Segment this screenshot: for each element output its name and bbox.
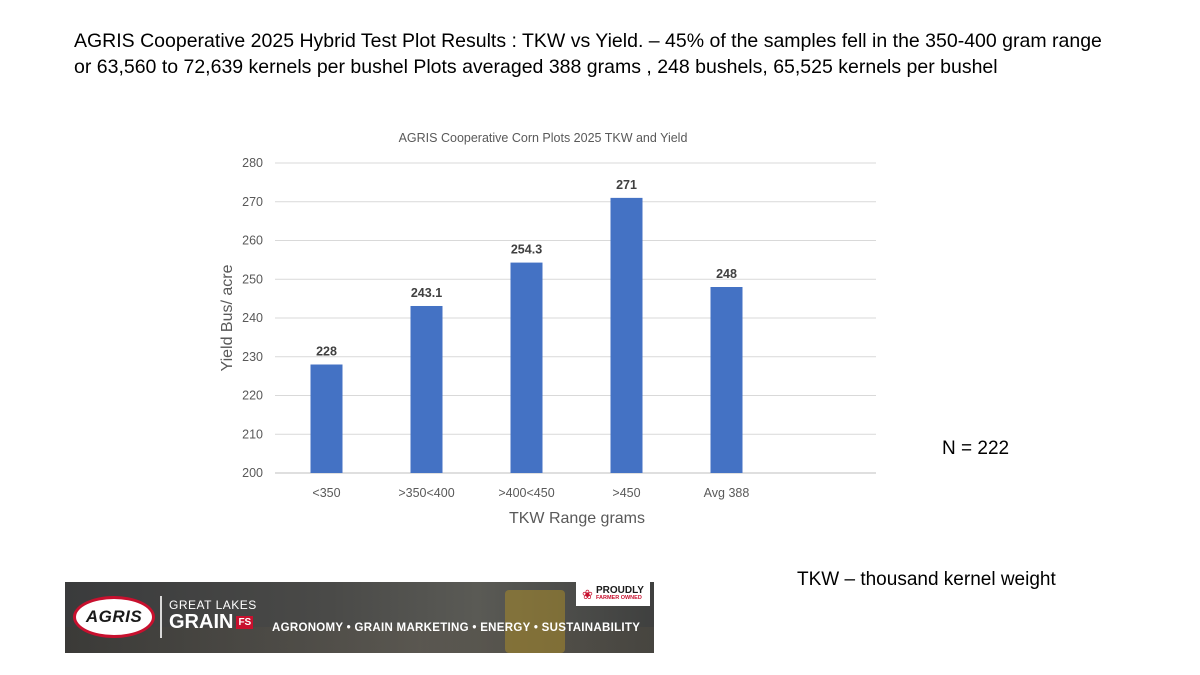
- x-tick-label: Avg 388: [704, 486, 750, 500]
- badge-sub-text: FARMER OWNED: [595, 595, 642, 602]
- chart-labels: 200 210 220 230 240 250 260 270 280 228 <350 243.1 >…: [219, 131, 749, 527]
- page-headline: AGRIS Cooperative 2025 Hybrid Test Plot …: [74, 28, 1174, 80]
- y-tick-label: 200: [242, 466, 263, 480]
- bar: [510, 262, 543, 473]
- maple-leaf-icon: ❀: [582, 586, 593, 602]
- y-tick-label: 280: [242, 156, 263, 170]
- logo-divider: [160, 596, 162, 638]
- grain-brand: GRAIN FS: [169, 611, 254, 634]
- y-tick-label: 210: [242, 427, 263, 441]
- chart-gridlines: [275, 162, 876, 474]
- data-label: 271: [616, 178, 637, 192]
- sample-count-note: N = 222: [942, 438, 1010, 459]
- x-tick-label: <350: [312, 486, 340, 500]
- data-label: 228: [316, 345, 337, 359]
- fs-badge: FS: [236, 616, 254, 630]
- headline-line-1: AGRIS Cooperative 2025 Hybrid Test Plot …: [74, 30, 1102, 52]
- banner-sprayer-image: [505, 590, 565, 653]
- y-tick-label: 220: [242, 389, 263, 403]
- farmer-owned-badge: ❀ PROUDLY FARMER OWNED: [576, 582, 650, 606]
- banner-tagline: AGRONOMY • GRAIN MARKETING • ENERGY • SU…: [272, 622, 641, 634]
- bar: [310, 364, 343, 473]
- x-tick-label: >400<450: [498, 486, 554, 500]
- badge-main-text: PROUDLY: [595, 585, 644, 597]
- bar: [610, 197, 643, 473]
- chart-bars: [310, 197, 743, 473]
- y-tick-label: 270: [242, 195, 263, 209]
- x-axis-label: TKW Range grams: [509, 510, 645, 527]
- bar: [710, 287, 743, 473]
- x-tick-label: >450: [612, 486, 640, 500]
- great-lakes-label: GREAT LAKES: [169, 598, 257, 612]
- agris-logo: AGRIS: [73, 596, 155, 638]
- headline-line-2: or 63,560 to 72,639 kernels per bushel P…: [74, 56, 998, 78]
- chart-title: AGRIS Cooperative Corn Plots 2025 TKW an…: [399, 131, 688, 145]
- tkw-definition-note: TKW – thousand kernel weight: [797, 569, 1056, 590]
- sponsor-banner: AGRIS GREAT LAKES GRAIN FS AGRONOMY • GRA…: [65, 582, 654, 653]
- y-tick-label: 240: [242, 311, 263, 325]
- bar: [410, 305, 443, 473]
- y-axis-label: Yield Bus/ acre: [219, 264, 236, 371]
- y-tick-label: 230: [242, 350, 263, 364]
- data-label: 254.3: [511, 243, 542, 257]
- y-tick-label: 260: [242, 234, 263, 248]
- grain-brand-text: GRAIN: [169, 611, 234, 633]
- agris-logo-text: AGRIS: [85, 607, 143, 626]
- data-label: 243.1: [411, 286, 442, 300]
- y-tick-label: 250: [242, 272, 263, 286]
- data-label: 248: [716, 267, 737, 281]
- x-tick-label: >350<400: [398, 486, 454, 500]
